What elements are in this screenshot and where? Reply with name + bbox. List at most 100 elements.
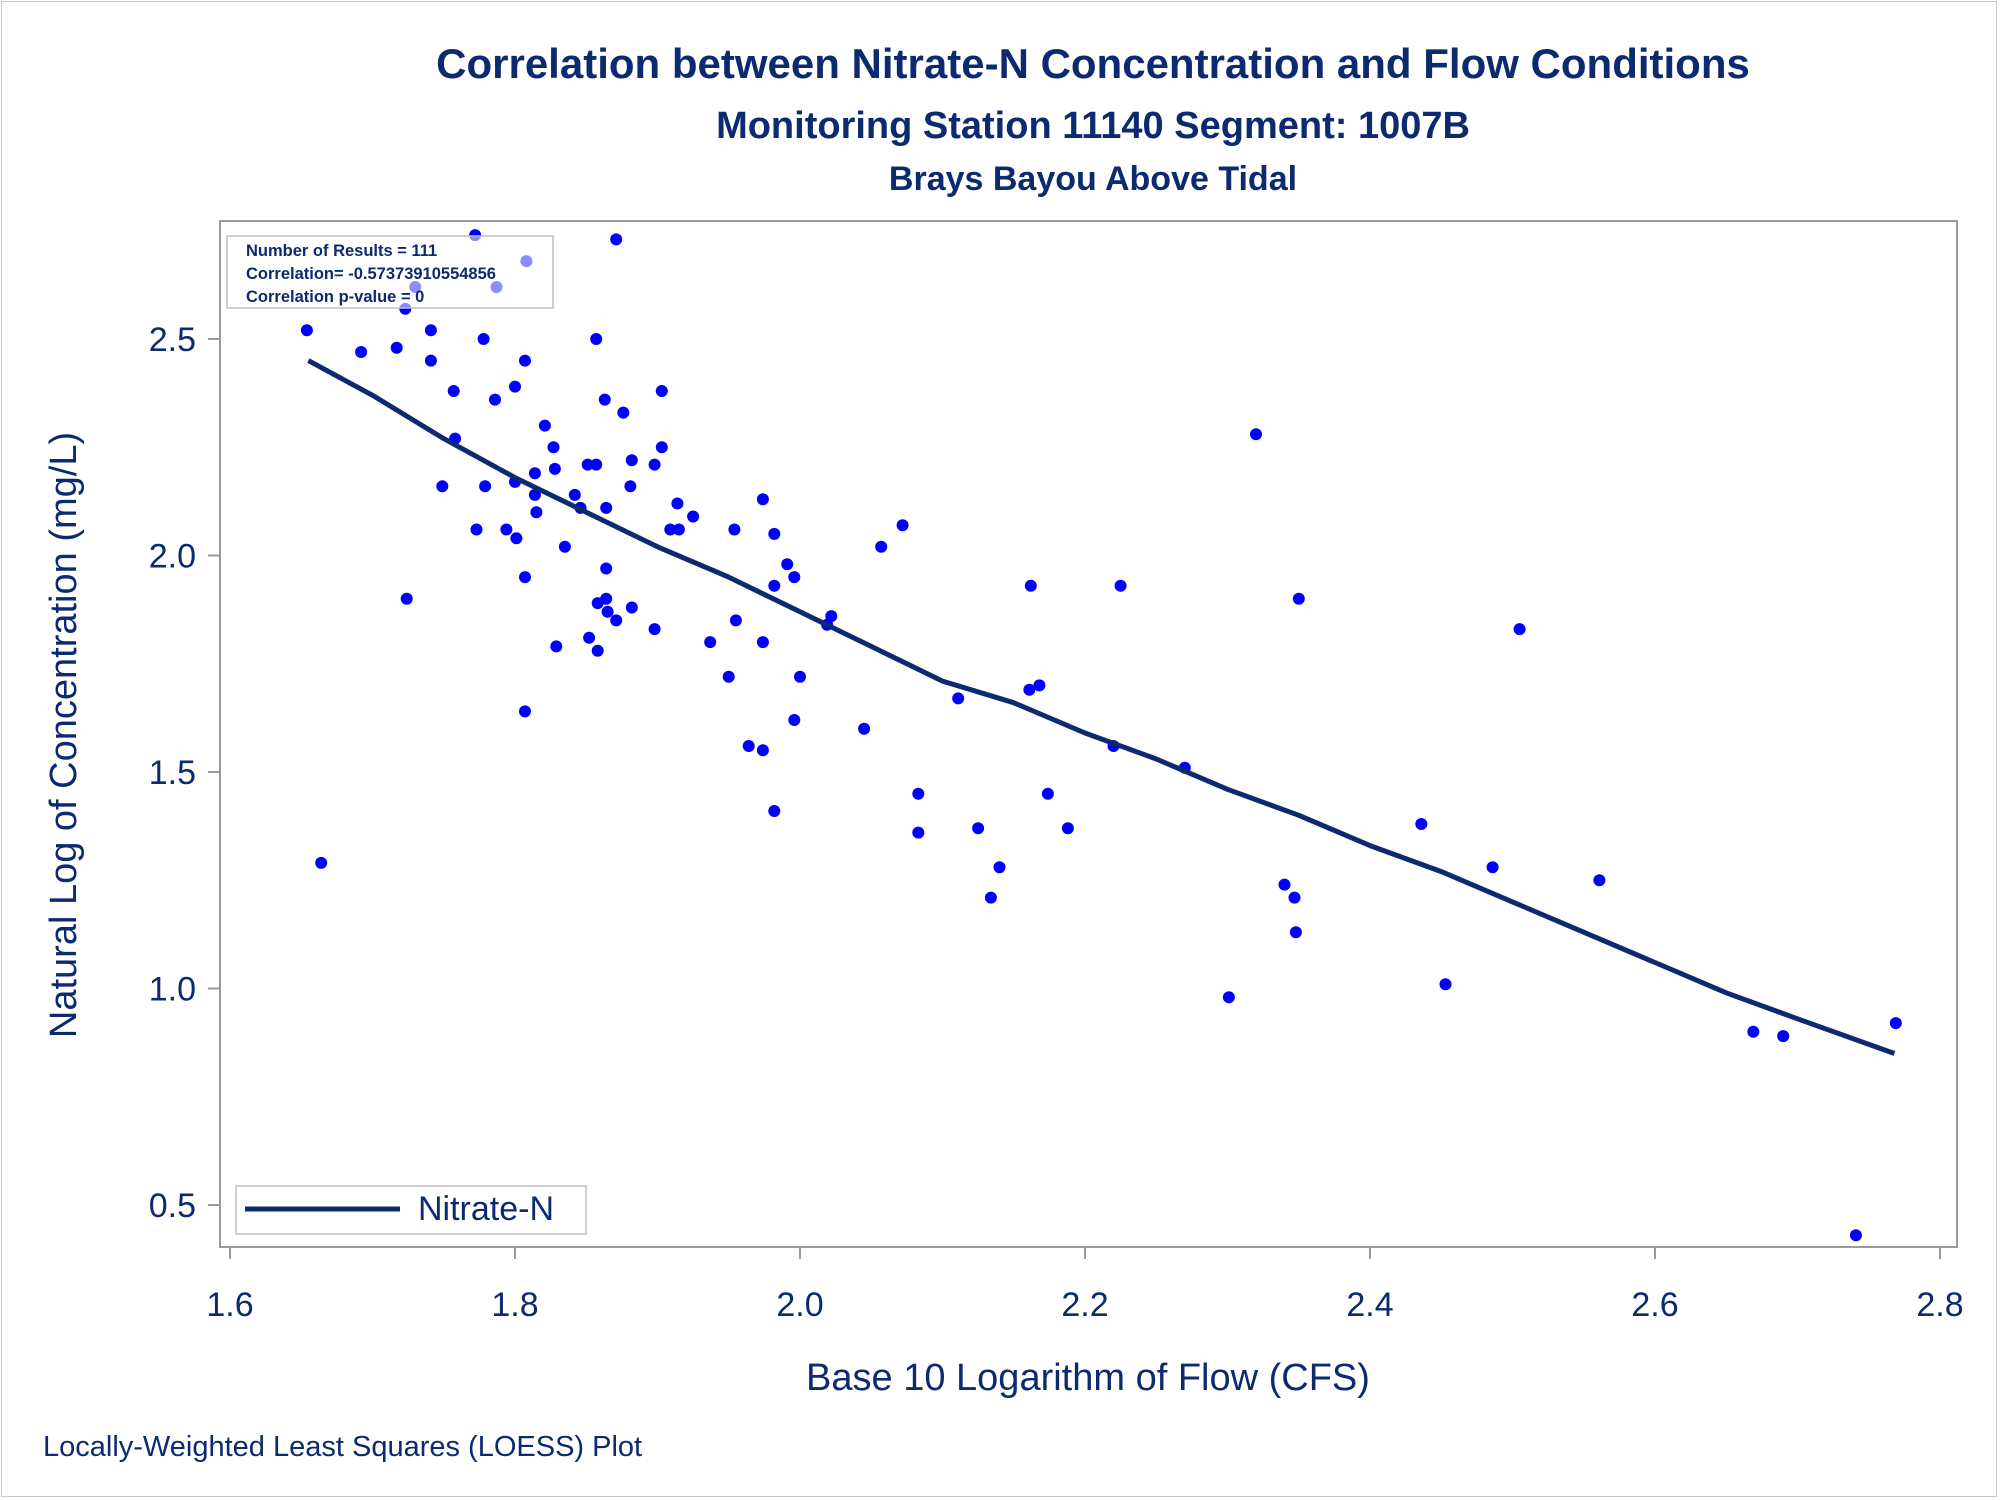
data-point [625,454,638,467]
data-point [742,740,755,752]
stats-box: Number of Results = 111 Correlation= -0.… [226,235,554,309]
data-point [538,419,551,432]
data-point [648,623,661,636]
data-point [509,380,521,393]
data-point [1250,428,1262,441]
x-tick-label: 1.8 [491,1286,538,1324]
data-point [896,519,909,532]
data-point [794,670,806,683]
data-point [756,636,769,649]
footnote: Locally-Weighted Least Squares (LOESS) P… [43,1431,642,1463]
loess-fit [307,358,1896,1056]
y-axis: 0.5 1.0 1.5 2.0 2.5 [149,321,220,1225]
data-point [528,488,541,501]
data-point [1593,874,1606,887]
data-point [424,324,437,337]
chart-subtitle: Monitoring Station 11140 Segment: 1007B [716,105,1470,147]
data-points [300,229,1902,1242]
data-point [1041,787,1054,800]
data-point [1513,623,1526,636]
data-point [655,441,668,454]
stats-correlation: Correlation= -0.57373910554856 [246,265,496,283]
data-point [1292,592,1305,605]
x-tick-label: 2.4 [1346,1286,1393,1324]
data-point [875,540,888,553]
data-point [1222,991,1235,1004]
data-point [600,592,613,605]
data-point [912,787,925,800]
data-point [1486,861,1499,874]
data-point [1849,1229,1862,1242]
data-point [768,527,781,540]
data-point [1114,579,1127,592]
data-point [655,385,668,397]
data-point [1777,1030,1790,1043]
data-point [788,714,801,726]
data-point [610,614,623,627]
data-point [547,441,560,454]
data-point [519,571,531,584]
chart-title: Correlation between Nitrate-N Concentrat… [436,40,1750,87]
data-point [583,631,596,644]
x-tick-label: 2.6 [1631,1286,1678,1324]
data-point [1889,1017,1902,1030]
data-point [558,540,571,553]
x-tick-label: 2.8 [1916,1286,1963,1324]
data-point [477,333,490,345]
data-point [598,393,611,406]
data-point [355,346,368,358]
data-point [728,523,741,536]
data-point [600,501,613,514]
data-point [756,744,769,757]
data-point [479,480,492,493]
loess-line-nitrate-n [307,358,1896,1056]
data-point [470,523,483,536]
data-point [912,826,925,839]
data-point [624,480,637,493]
data-point [788,571,801,584]
data-point [590,458,603,471]
y-tick-label: 1.5 [149,754,196,792]
data-point [510,532,523,545]
data-point [1024,579,1037,592]
data-point [952,692,965,705]
data-point [825,610,838,623]
y-tick-label: 1.0 [149,971,196,1009]
data-point [436,480,449,493]
data-point [550,640,563,653]
data-point [581,458,594,471]
data-point [591,644,604,657]
data-point [519,705,531,718]
legend: Nitrate-N [235,1185,587,1235]
y-tick-label: 2.5 [149,321,196,359]
data-point [993,861,1006,874]
data-point [590,333,603,345]
data-point [664,523,677,536]
data-point [687,510,700,523]
data-point [1439,978,1452,991]
x-tick-label: 1.6 [206,1286,253,1324]
data-point [530,506,543,519]
data-point [1288,891,1301,904]
data-point [722,670,735,683]
data-point [1747,1025,1760,1038]
data-point [447,385,460,397]
data-point [704,636,717,649]
data-point [315,856,328,869]
data-point [601,605,614,618]
x-tick-label: 2.2 [1061,1286,1108,1324]
data-point [672,523,685,536]
chart-subtitle-2: Brays Bayou Above Tidal [889,160,1297,198]
data-point [625,601,638,614]
data-point [781,558,794,571]
data-point [648,458,661,471]
data-point [400,592,413,605]
data-point [600,562,613,575]
data-point [756,493,769,506]
data-point [300,324,313,337]
x-axis-label: Base 10 Logarithm of Flow (CFS) [806,1357,1370,1399]
data-point [984,891,997,904]
data-point [1023,683,1036,696]
data-point [610,233,623,246]
data-point [1061,822,1074,835]
